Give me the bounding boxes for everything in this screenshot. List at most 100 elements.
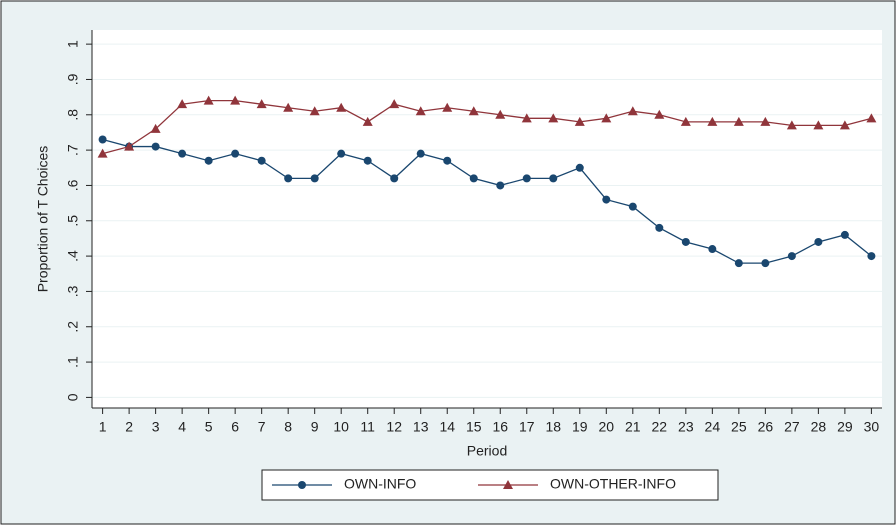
- marker: [257, 156, 266, 165]
- marker: [628, 202, 637, 211]
- y-tick-label: .3: [65, 285, 81, 297]
- y-tick-label: 1: [65, 40, 81, 48]
- marker: [654, 109, 665, 119]
- y-tick-label: 0: [65, 393, 81, 401]
- marker: [124, 141, 135, 151]
- marker: [733, 116, 744, 126]
- x-axis-title: Period: [467, 443, 507, 459]
- x-tick-label: 27: [784, 419, 800, 435]
- marker: [521, 113, 532, 123]
- series-line: [102, 138, 872, 264]
- marker: [574, 116, 585, 126]
- y-axis-title: Proportion of T Choices: [35, 146, 51, 293]
- marker: [522, 174, 531, 183]
- marker: [389, 99, 400, 109]
- marker: [363, 156, 372, 165]
- marker: [298, 481, 306, 489]
- marker: [284, 174, 293, 183]
- marker: [230, 95, 241, 105]
- legend: OWN-INFO OWN-OTHER-INFO: [261, 469, 719, 501]
- marker: [150, 123, 161, 133]
- marker: [680, 116, 691, 126]
- y-tick-label: .5: [65, 215, 81, 227]
- marker: [256, 99, 267, 109]
- x-tick-label: 26: [758, 419, 774, 435]
- marker: [601, 113, 612, 123]
- y-tick-label: .2: [65, 321, 81, 333]
- x-tick-label: 12: [386, 419, 402, 435]
- marker: [336, 102, 347, 112]
- marker: [231, 149, 240, 158]
- x-tick-label: 30: [864, 419, 880, 435]
- x-tick-label: 11: [360, 419, 375, 435]
- marker: [627, 106, 638, 116]
- x-tick-label: 16: [492, 419, 508, 435]
- x-tick-label: 1: [99, 419, 107, 435]
- marker: [655, 223, 664, 232]
- marker: [575, 163, 584, 172]
- marker: [495, 109, 506, 119]
- marker: [178, 149, 187, 158]
- y-tick-label: .4: [65, 250, 81, 262]
- marker: [602, 195, 611, 204]
- marker: [309, 106, 320, 116]
- x-tick-label: 23: [678, 419, 694, 435]
- x-tick-label: 13: [413, 419, 429, 435]
- x-tick-label: 24: [705, 419, 721, 435]
- marker: [786, 120, 797, 130]
- marker: [469, 174, 478, 183]
- y-tick-label: .6: [65, 179, 81, 191]
- series-line: [102, 100, 872, 155]
- x-tick-label: 6: [231, 419, 239, 435]
- marker: [839, 120, 850, 130]
- marker: [503, 480, 513, 489]
- marker: [442, 102, 453, 112]
- x-tick-label: 18: [545, 419, 561, 435]
- x-tick-label: 25: [731, 419, 747, 435]
- marker: [362, 116, 373, 126]
- marker: [681, 237, 690, 246]
- x-tick-label: 10: [333, 419, 349, 435]
- x-tick-label: 7: [258, 419, 266, 435]
- x-tick-label: 4: [178, 419, 186, 435]
- x-tick-label: 2: [125, 419, 133, 435]
- marker: [97, 148, 108, 158]
- marker: [204, 156, 213, 165]
- marker: [760, 116, 771, 126]
- x-tick-label: 20: [599, 419, 615, 435]
- x-tick-label: 8: [284, 419, 292, 435]
- y-tick-label: .9: [65, 73, 81, 85]
- x-tick-label: 17: [519, 419, 535, 435]
- marker: [496, 181, 505, 190]
- marker: [867, 252, 876, 261]
- y-tick-label: .1: [65, 356, 81, 368]
- marker: [310, 174, 319, 183]
- x-tick-label: 29: [837, 419, 853, 435]
- x-tick-label: 15: [466, 419, 482, 435]
- y-tick-label: .7: [65, 144, 81, 156]
- marker: [203, 95, 214, 105]
- marker: [707, 116, 718, 126]
- marker: [734, 259, 743, 268]
- marker: [548, 113, 559, 123]
- marker: [443, 156, 452, 165]
- marker: [813, 120, 824, 130]
- marker: [708, 245, 717, 254]
- x-tick-label: 21: [625, 419, 641, 435]
- marker: [840, 230, 849, 239]
- x-tick-label: 22: [652, 419, 668, 435]
- plot-area: [92, 30, 882, 408]
- legend-label: OWN-INFO: [344, 476, 416, 492]
- x-tick-label: 3: [152, 419, 160, 435]
- marker: [814, 237, 823, 246]
- x-tick-label: 19: [572, 419, 588, 435]
- marker: [787, 252, 796, 261]
- x-tick-label: 28: [811, 419, 827, 435]
- marker: [151, 142, 160, 151]
- marker: [415, 106, 426, 116]
- y-tick-label: .8: [65, 109, 81, 121]
- x-tick-label: 5: [205, 419, 213, 435]
- marker: [390, 174, 399, 183]
- marker: [416, 149, 425, 158]
